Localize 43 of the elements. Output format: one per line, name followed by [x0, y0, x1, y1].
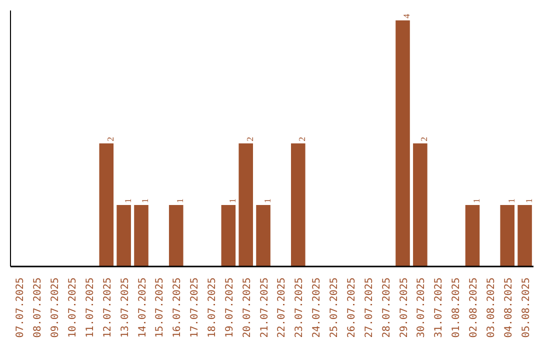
x-tick-label: 20.07.2025 — [242, 277, 253, 338]
x-tick-label: 10.07.2025 — [68, 277, 79, 338]
x-tick-label: 01.08.2025 — [451, 277, 462, 338]
x-tick-label: 16.07.2025 — [172, 277, 184, 338]
data-label: 1 — [524, 198, 534, 203]
data-label: 2 — [105, 136, 116, 142]
x-tick-label: 17.07.2025 — [190, 277, 201, 338]
x-tick-label: 22.07.2025 — [276, 277, 288, 338]
x-tick-label: 29.07.2025 — [398, 277, 410, 338]
x-tick-label: 30.07.2025 — [416, 277, 428, 338]
x-tick-label: 03.08.2025 — [486, 277, 497, 338]
data-label: 1 — [471, 198, 482, 203]
x-tick-label: 02.08.2025 — [468, 277, 480, 338]
x-tick-label: 26.07.2025 — [346, 277, 358, 338]
x-tick-label: 09.07.2025 — [50, 277, 62, 338]
x-tick-label: 28.07.2025 — [381, 277, 392, 338]
data-label: 1 — [262, 198, 272, 203]
x-tick-label: 13.07.2025 — [120, 277, 131, 338]
x-tick-label: 14.07.2025 — [137, 277, 148, 338]
x-tick-label: 07.07.2025 — [15, 277, 26, 338]
x-tick-label: 18.07.2025 — [206, 277, 218, 338]
x-tick-label: 15.07.2025 — [154, 277, 166, 338]
x-tick-label: 11.07.2025 — [84, 277, 96, 338]
data-label: 2 — [244, 136, 255, 142]
data-label: 1 — [506, 198, 516, 203]
x-tick-label: 23.07.2025 — [294, 277, 306, 338]
x-tick-label: 19.07.2025 — [224, 277, 236, 338]
data-label: 1 — [227, 198, 238, 203]
data-label: 4 — [402, 13, 412, 18]
x-tick-label: 08.07.2025 — [32, 277, 44, 338]
x-tick-label: 24.07.2025 — [312, 277, 323, 338]
data-label: 1 — [175, 198, 186, 203]
data-label: 2 — [297, 136, 308, 142]
data-label: 1 — [140, 198, 150, 203]
x-tick-label: 31.07.2025 — [434, 277, 445, 338]
x-tick-label: 12.07.2025 — [102, 277, 114, 338]
data-label: 2 — [419, 136, 430, 142]
x-tick-label: 25.07.2025 — [329, 277, 340, 338]
x-tick-label: 27.07.2025 — [364, 277, 375, 338]
x-tick-label: 04.08.2025 — [503, 277, 514, 338]
data-label: 1 — [122, 198, 133, 203]
x-tick-label: 21.07.2025 — [259, 277, 270, 338]
x-tick-label: 05.08.2025 — [520, 277, 532, 338]
